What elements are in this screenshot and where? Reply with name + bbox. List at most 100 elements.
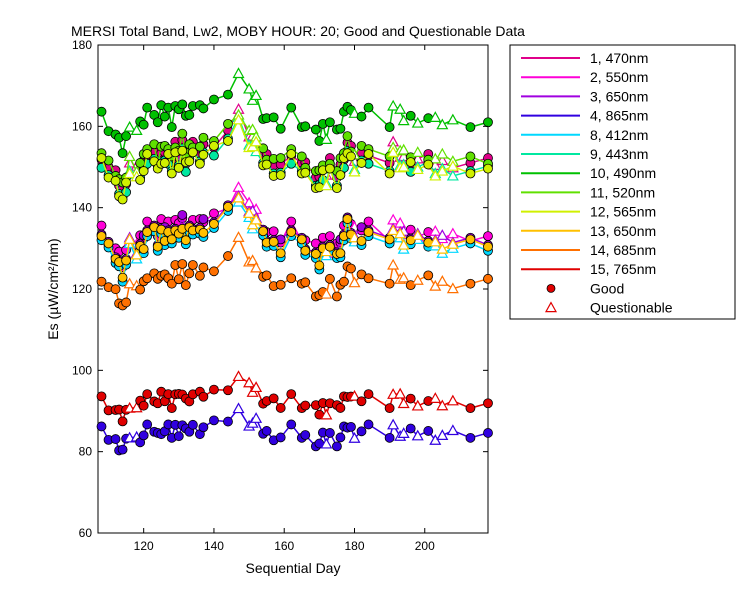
good-point — [384, 168, 395, 179]
questionable-point — [446, 238, 459, 249]
x-tick-label: 200 — [415, 539, 435, 553]
good-point — [423, 270, 434, 281]
series-12-565nm — [96, 113, 493, 205]
good-point — [96, 153, 107, 163]
good-point — [363, 102, 374, 113]
good-point — [300, 245, 311, 256]
good-point — [286, 419, 297, 430]
good-point — [324, 241, 335, 252]
questionable-point — [411, 399, 424, 411]
good-point — [223, 385, 233, 396]
good-point — [142, 149, 153, 159]
legend-questionable-marker — [544, 301, 558, 313]
questionable-point — [429, 235, 442, 247]
good-point — [117, 194, 128, 205]
good-point — [223, 416, 233, 427]
questionable-point — [243, 82, 256, 94]
good-point — [184, 110, 195, 120]
y-tick-label: 160 — [72, 119, 92, 133]
series-15-765nm — [96, 370, 493, 427]
good-point — [177, 145, 188, 156]
good-point — [346, 421, 356, 432]
good-point — [121, 297, 132, 308]
good-point — [198, 422, 209, 433]
questionable-point — [411, 116, 424, 128]
good-point — [121, 177, 132, 188]
good-point — [363, 227, 374, 237]
y-tick-label: 60 — [79, 526, 93, 540]
questionable-point — [250, 412, 263, 423]
good-point — [275, 403, 286, 413]
good-point — [483, 241, 493, 252]
good-point — [209, 150, 219, 161]
good-point — [483, 231, 493, 242]
questionable-point — [320, 287, 333, 299]
good-point — [117, 148, 128, 159]
good-point — [138, 119, 149, 130]
good-point — [335, 170, 346, 181]
good-point — [310, 249, 321, 259]
good-point — [121, 255, 132, 266]
good-point — [465, 234, 476, 245]
good-point — [423, 426, 434, 436]
questionable-point — [446, 394, 459, 406]
legend-questionable-label: Questionable — [590, 300, 673, 316]
good-point — [356, 158, 367, 168]
questionable-point — [123, 233, 136, 244]
good-point — [173, 274, 184, 285]
good-point — [483, 163, 493, 174]
good-point — [261, 270, 272, 281]
legend-items: 1, 470nm 2, 550nm 3, 650nm 4, 865nm 8, 412nm… — [521, 50, 673, 316]
good-point — [286, 389, 297, 400]
series-14-685nm — [96, 231, 493, 311]
good-point — [483, 398, 493, 409]
legend-label: 13, 650nm — [590, 223, 656, 239]
good-point — [159, 158, 170, 168]
good-point — [194, 270, 205, 281]
y-tick-label: 180 — [72, 38, 92, 52]
good-point — [177, 210, 188, 220]
good-point — [465, 432, 476, 443]
questionable-point — [397, 397, 410, 409]
good-point — [209, 208, 219, 219]
legend-label: 15, 765nm — [590, 261, 656, 277]
questionable-point — [232, 67, 245, 79]
questionable-point — [394, 227, 407, 239]
good-point — [384, 122, 395, 133]
good-point — [177, 99, 188, 110]
good-point — [346, 263, 356, 274]
questionable-point — [411, 163, 424, 175]
questionable-point — [436, 118, 449, 130]
good-point — [135, 158, 146, 168]
questionable-point — [436, 147, 449, 159]
good-point — [166, 122, 177, 133]
questionable-point — [123, 167, 136, 179]
legend-label: 8, 412nm — [590, 127, 648, 143]
good-point — [275, 170, 286, 181]
good-point — [166, 168, 177, 179]
good-point — [194, 158, 205, 169]
questionable-point — [232, 113, 245, 125]
good-point — [335, 403, 346, 413]
questionable-point — [397, 114, 410, 126]
good-point — [275, 279, 286, 290]
good-point — [121, 131, 132, 141]
good-point — [142, 273, 153, 284]
y-axis: 60 80 100 120 140 160 180 — [72, 38, 488, 540]
legend-label: 1, 470nm — [590, 50, 648, 66]
good-point — [268, 393, 279, 404]
good-point — [324, 231, 335, 242]
good-point — [142, 419, 153, 430]
questionable-point — [250, 89, 263, 101]
good-point — [356, 236, 367, 246]
x-tick-label: 140 — [204, 539, 224, 553]
x-tick-label: 180 — [344, 539, 364, 553]
questionable-point — [436, 242, 449, 254]
good-point — [286, 216, 297, 227]
good-point — [483, 117, 493, 128]
questionable-point — [436, 164, 449, 176]
questionable-point — [232, 402, 245, 414]
good-point — [483, 273, 493, 284]
questionable-point — [348, 276, 361, 288]
good-point — [275, 153, 286, 163]
